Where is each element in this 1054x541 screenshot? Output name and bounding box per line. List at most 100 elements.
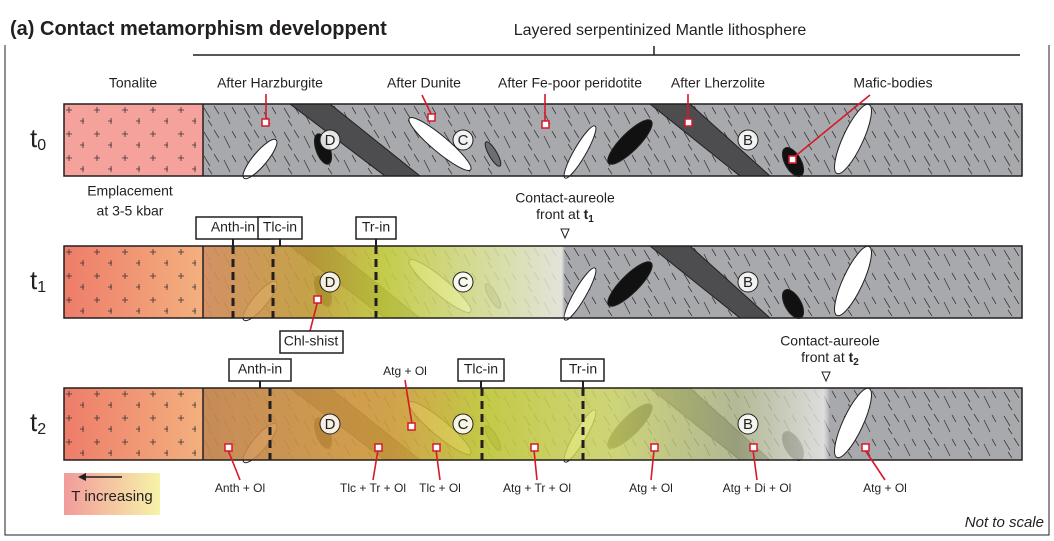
- front-text: front at: [801, 349, 845, 365]
- tick: [232, 239, 377, 246]
- callout-line: [435, 449, 441, 481]
- isograd: [268, 388, 585, 460]
- isograd-box: [228, 358, 292, 382]
- time-sub: 1: [588, 214, 594, 225]
- strip-border: [63, 245, 1023, 319]
- time-sub: 2: [853, 357, 859, 368]
- chl-shist: Chl-shist: [284, 333, 339, 349]
- legend-arrowhead: [78, 473, 86, 481]
- legend-label: T increasing: [71, 488, 152, 505]
- isograd-label: Anth-in: [211, 219, 255, 235]
- time-sub: 0: [37, 137, 46, 154]
- time-label: t1: [30, 265, 46, 296]
- header-line: [193, 46, 1020, 56]
- callout-line: [533, 449, 538, 481]
- front-text: front at: [536, 206, 580, 222]
- body-circle: [319, 129, 341, 151]
- assemblage: Atg + Tr + Ol: [503, 481, 571, 495]
- rock-label: After Harzburgite: [217, 75, 323, 91]
- assemblage: Tlc + Ol: [419, 481, 461, 495]
- time: t: [30, 265, 38, 295]
- isograd-label: Anth-in: [238, 361, 282, 377]
- rock-label: Mafic-bodies: [853, 75, 932, 91]
- assemblage: Atg + Ol: [383, 364, 427, 378]
- strip-border: [63, 103, 1023, 177]
- isograd-box: [457, 358, 505, 382]
- body-circle: [452, 271, 474, 293]
- isograd-box: [560, 358, 605, 382]
- label-box: [279, 330, 344, 354]
- callout-line: [650, 449, 655, 481]
- marker: [407, 422, 416, 431]
- isograd-label: Tlc-in: [263, 219, 297, 235]
- time: t: [849, 349, 854, 365]
- panel-label: (a): [10, 18, 34, 40]
- body-circle: [737, 413, 759, 435]
- front-marker: [560, 228, 570, 240]
- white-lens: [563, 125, 597, 179]
- tonalite-texture: [64, 388, 203, 460]
- body-label: B: [743, 132, 753, 149]
- row: D C Bt1: [30, 245, 1023, 322]
- rock-label: Tonalite: [109, 75, 157, 91]
- body-label: C: [458, 274, 469, 291]
- rock-label: After Fe-poor peridotite: [498, 75, 642, 91]
- isograd-box: [355, 216, 397, 240]
- callout-line: [864, 449, 886, 481]
- isograd: [231, 246, 378, 318]
- body-label: C: [458, 132, 469, 149]
- row: D C Bt0: [30, 103, 1023, 180]
- marker: [530, 443, 539, 452]
- isograd-box: [257, 216, 303, 240]
- title: (a) Contact metamorphism developpent: [10, 18, 387, 40]
- marker: [684, 118, 693, 127]
- white-lens: [408, 117, 472, 171]
- tonalite-texture: [64, 104, 203, 176]
- body-circle: [737, 271, 759, 293]
- legend-swatch: [64, 473, 160, 515]
- time: t: [584, 206, 589, 222]
- assemblage: Atg + Di + Ol: [723, 481, 792, 495]
- marker: [861, 443, 870, 452]
- callout-line: [372, 449, 379, 481]
- marker: [749, 443, 758, 452]
- front-label: Contact-aureole: [515, 190, 615, 206]
- tonalite-texture: [64, 246, 203, 318]
- gray-lens: [484, 141, 502, 167]
- isograd-label: Tr-in: [362, 219, 390, 235]
- emplacement: at 3-5 kbar: [97, 203, 164, 219]
- marker: [313, 295, 322, 304]
- note: Not to scale: [965, 514, 1044, 531]
- marker: [788, 155, 797, 164]
- time-sub: 2: [37, 421, 46, 438]
- body-circle: [452, 413, 474, 435]
- marker: [224, 443, 233, 452]
- body-circle: [319, 271, 341, 293]
- body-circle: [319, 413, 341, 435]
- marker: [650, 443, 659, 452]
- assemblage: Tlc + Tr + Ol: [340, 481, 406, 495]
- body-label: D: [325, 416, 336, 433]
- callout-line: [404, 379, 413, 425]
- marker: [261, 118, 270, 127]
- marker: [427, 113, 436, 122]
- tick: [259, 381, 584, 388]
- white-lens: [242, 138, 278, 180]
- time: t: [30, 407, 38, 437]
- body-label: C: [458, 416, 469, 433]
- callout-line: [309, 299, 319, 332]
- header: Layered serpentinized Mantle lithosphere: [514, 22, 807, 39]
- emplacement: Emplacement: [87, 183, 173, 199]
- time: t: [30, 123, 38, 153]
- strip-border: [63, 387, 1023, 461]
- isograd-label: Tlc-in: [464, 361, 498, 377]
- assemblage: Atg + Ol: [863, 481, 907, 495]
- rock-label: After Dunite: [387, 75, 461, 91]
- callout-line: [227, 449, 241, 481]
- front-marker: [821, 371, 831, 383]
- body-circle: [737, 129, 759, 151]
- front-label: front at t2: [801, 349, 859, 368]
- frame: [4, 45, 1050, 536]
- body-circle: [452, 129, 474, 151]
